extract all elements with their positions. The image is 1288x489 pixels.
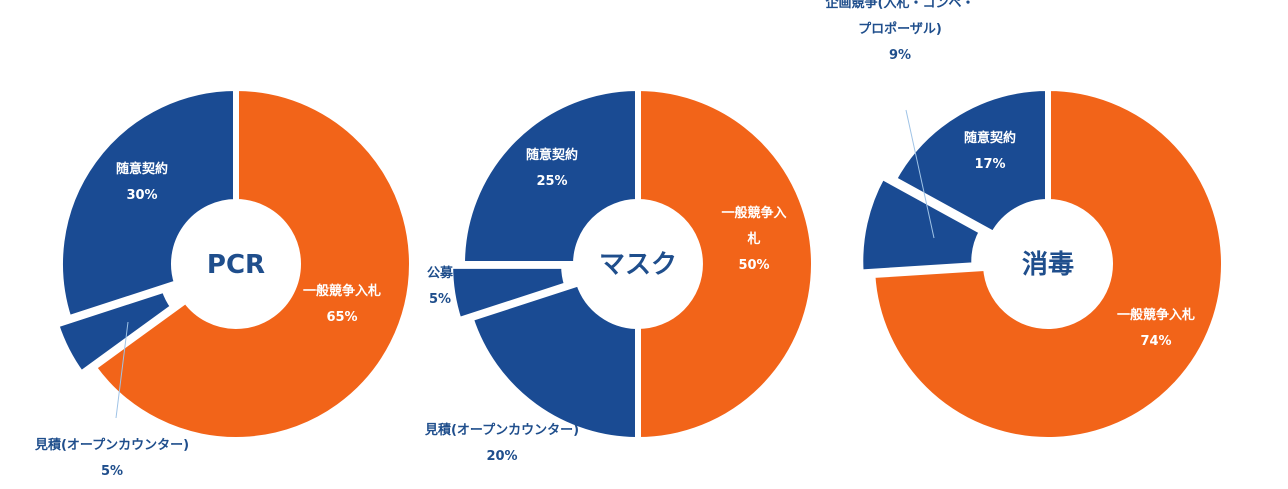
slice-label-line: 20% (486, 449, 517, 464)
slice-label-line: 17% (974, 157, 1005, 172)
slice-label-line: 企画競争(入札・コンペ・ (825, 0, 975, 11)
leader-line (115, 321, 129, 419)
slice-label: 一般競争入札 65% (303, 283, 381, 325)
slice-label-line: 一般競争入札 (1117, 307, 1195, 323)
slice-label-line: 随意契約 (964, 130, 1016, 146)
slice-label-line: 見積(オープンカウンター) (34, 437, 189, 453)
slice-label: 企画競争(入札・コンペ・プロポーザル) 9% (825, 0, 975, 63)
slice-label-line: 9% (889, 48, 911, 63)
pie-chart-pcr: 一般競争入札 65% 見積(オープンカウンター) 5% 随意契約 30% PCR (34, 84, 415, 479)
slice-label: 随意契約 30% (116, 161, 168, 203)
slice-label-line: 随意契約 (526, 147, 578, 163)
slice-label-line: 30% (126, 188, 157, 203)
slice-label: 一般競争入札 50% (721, 205, 786, 273)
pie-chart-disinfectant: 一般競争入札 74% 企画競争(入札・コンペ・プロポーザル) 9% 随意契約 17% 消毒 (825, 0, 1227, 443)
slice-label-line: 随意契約 (116, 161, 168, 177)
slice-label-line: 公募 (427, 265, 454, 281)
leader-line (905, 109, 935, 239)
slice-label-line: 一般競争入札 (303, 283, 381, 299)
pie-slice (889, 84, 1051, 239)
slice-label-line: 見積(オープンカウンター) (424, 422, 579, 438)
pie-slice (857, 172, 987, 276)
slice-label-line: 74% (1140, 334, 1171, 349)
pie-slice (635, 84, 817, 444)
slice-label: 見積(オープンカウンター) 5% (34, 437, 189, 479)
slice-label: 随意契約 17% (964, 130, 1016, 172)
slice-label: 随意契約 25% (526, 147, 578, 189)
slice-label: 公募 5% (427, 265, 454, 307)
slice-label-line: プロポーザル) (858, 21, 942, 37)
slice-label-line: 一般競争入 (721, 205, 786, 221)
slice-label-line: 5% (101, 464, 123, 479)
slice-label-line: 50% (738, 258, 769, 273)
pie-slice (466, 279, 641, 444)
slice-label: 見積(オープンカウンター) 20% (424, 422, 579, 464)
pie-slice (447, 262, 571, 325)
pie-slice (57, 84, 239, 323)
slice-label-line: 札 (746, 231, 760, 247)
slice-label-line: 25% (536, 174, 567, 189)
pie-slice (458, 84, 641, 267)
pie-slice (89, 84, 415, 443)
slice-label-line: 65% (326, 310, 357, 325)
chart-center-title: 消毒 (1022, 250, 1074, 280)
chart-center-title: PCR (207, 250, 265, 280)
slice-label-line: 5% (429, 292, 451, 307)
pie-slice (869, 84, 1227, 443)
pie-slice (52, 285, 178, 378)
pie-chart-mask: 一般競争入札 50% 見積(オープンカウンター) 20% 公募 5% 随意契約 25% マスク (424, 84, 817, 464)
chart-center-title: マスク (599, 250, 677, 280)
slice-label: 一般競争入札 74% (1117, 307, 1195, 349)
